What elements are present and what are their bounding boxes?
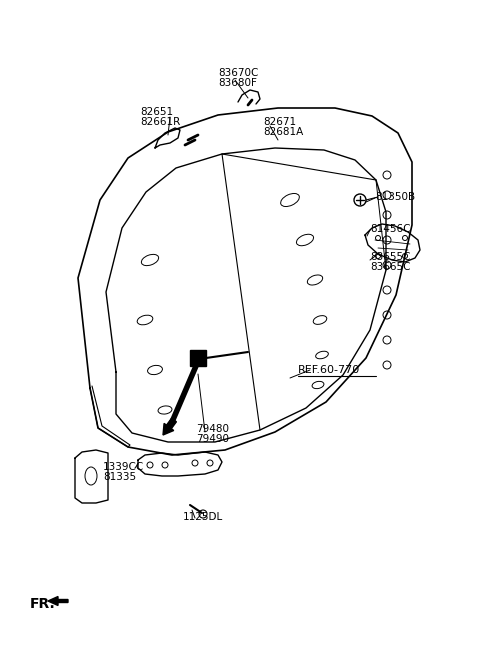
Text: 83655C: 83655C xyxy=(370,252,410,262)
FancyArrow shape xyxy=(48,597,68,605)
FancyArrow shape xyxy=(163,419,177,435)
Text: 81350B: 81350B xyxy=(375,192,415,202)
Text: 83665C: 83665C xyxy=(370,262,410,272)
Text: FR.: FR. xyxy=(30,597,56,611)
Text: 82671: 82671 xyxy=(263,117,296,127)
Text: 82651: 82651 xyxy=(140,107,173,117)
Text: 82681A: 82681A xyxy=(263,127,303,137)
Text: 83680F: 83680F xyxy=(218,78,257,88)
Text: 83670C: 83670C xyxy=(218,68,258,78)
Bar xyxy=(190,350,206,366)
Text: REF.60-770: REF.60-770 xyxy=(298,365,360,375)
Text: 82661R: 82661R xyxy=(140,117,180,127)
Text: 79480: 79480 xyxy=(196,424,229,434)
Text: 81335: 81335 xyxy=(103,472,136,482)
Text: 79490: 79490 xyxy=(196,434,229,444)
Text: 81456C: 81456C xyxy=(370,224,410,234)
Text: 1125DL: 1125DL xyxy=(183,512,223,522)
Text: 1339CC: 1339CC xyxy=(103,462,144,472)
